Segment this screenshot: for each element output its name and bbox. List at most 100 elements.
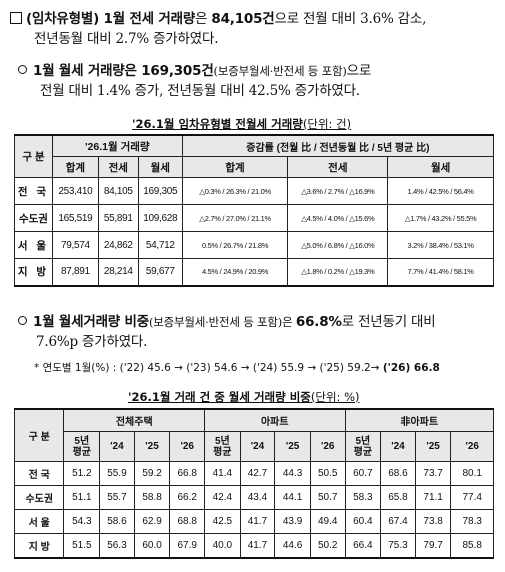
table2-group-all: 전체주택	[63, 408, 206, 432]
cell: 54,712	[137, 231, 183, 259]
table-row: 전 국 51.2 55.9 59.2 66.8 41.4 42.7 44.3 50.5 60.7 6…	[13, 461, 494, 486]
cell: 55.9	[99, 461, 135, 486]
paragraph-wolse-line2: 전월 대비 1.4% 증가, 전년동월 대비 42.5% 증가하였다.	[40, 83, 360, 99]
cell: 3.2% / 38.4% / 53.1%	[387, 231, 494, 259]
cell: 42.7	[239, 461, 276, 486]
cell: 85.8	[450, 533, 494, 558]
paragraph-wolse-share: 1월 월세거래량 비중(보증부월세·반전세 등 포함)은 66.8%로 전년동기…	[18, 313, 436, 331]
cell: 58.6	[99, 509, 135, 534]
cell: 71.1	[414, 485, 452, 510]
cell: 41.7	[239, 509, 276, 534]
cell: 67.9	[169, 533, 206, 558]
row-label: 전 국	[14, 177, 53, 205]
cell: 44.1	[274, 485, 311, 510]
note-bold: ('26) 66.8	[382, 362, 440, 374]
table1-header-region: 구 분	[14, 134, 53, 178]
row-label: 수도권	[13, 485, 65, 510]
cell: 51.5	[63, 533, 101, 558]
cell: 50.5	[309, 461, 346, 486]
table2-year-header: 5년 평균	[63, 431, 101, 462]
table2-year-header: '24	[239, 431, 276, 462]
table2-caption: '26.1월 거래 건 중 월세 거래량 비중(단위: %)	[128, 389, 359, 405]
row-label: 지 방	[14, 258, 53, 286]
square-bullet-icon	[10, 12, 22, 24]
table-row: 수도권 51.1 55.7 58.8 66.2 42.4 43.4 44.1 50.7 58.3 6…	[13, 485, 494, 510]
cell: 4.5% / 24.9% / 20.9%	[181, 258, 289, 286]
wolse-lead: 1월 월세 거래량은 169,305건	[33, 63, 214, 79]
circle-bullet-icon	[18, 316, 27, 325]
cell: 28,214	[97, 258, 139, 286]
paragraph-jeonse-line2: 전년동월 대비 2.7% 증가하였다.	[34, 31, 219, 47]
wolse-tail: 으로	[346, 63, 372, 79]
paragraph-wolse: 1월 월세 거래량은 169,305건(보증부월세·반전세 등 포함)으로	[18, 62, 371, 80]
table-rental-volume: 구 분 '26.1월 거래량 증감률 (전월 比 / 전년동월 比 / 5년 평…	[14, 134, 495, 287]
cell: 59.2	[133, 461, 171, 486]
cell: 42.4	[204, 485, 241, 510]
table2-header-region: 구 분	[13, 408, 65, 462]
table1-sub-total: 합계	[51, 156, 99, 178]
cell: 68.6	[380, 461, 416, 486]
table2-caption-unit: (단위: %)	[310, 390, 360, 404]
row-label: 전 국	[13, 461, 65, 486]
cell: 68.8	[169, 509, 206, 534]
table1-sub-wolse-change: 월세	[387, 156, 494, 178]
table1-caption-unit: (단위: 건)	[302, 117, 352, 131]
table1-header-volume: '26.1월 거래량	[51, 134, 183, 157]
cell: 73.8	[414, 509, 452, 534]
table1-caption: '26.1월 임차유형별 전월세 거래량(단위: 건)	[132, 116, 351, 132]
table2-year-header: '26	[450, 431, 494, 462]
cell: 169,305	[137, 177, 183, 205]
jeonse-value: 84,105건	[211, 11, 275, 27]
jeonse-mid: 은	[195, 11, 212, 27]
cell: △5.0% / 6.8% / △16.0%	[287, 231, 389, 259]
cell: 0.5% / 26.7% / 21.8%	[181, 231, 289, 259]
paragraph-jeonse: (임차유형별) 1월 전세 거래량은 84,105건으로 전월 대비 3.6% …	[10, 10, 426, 28]
cell: 44.3	[274, 461, 311, 486]
share-lead: 1월 월세거래량 비중	[33, 314, 149, 330]
cell: 44.6	[274, 533, 311, 558]
jeonse-tail: 으로 전월 대비 3.6% 감소,	[274, 11, 427, 27]
cell: 62.9	[133, 509, 171, 534]
share-paren: (보증부월세·반전세 등 포함)은	[148, 315, 296, 329]
cell: 60.0	[133, 533, 171, 558]
table1-sub-wolse: 월세	[137, 156, 183, 178]
table2-year-header: '25	[414, 431, 452, 462]
table2-year-header: 5년 평균	[344, 431, 382, 462]
cell: 84,105	[97, 177, 139, 205]
table2-year-header: '26	[309, 431, 346, 462]
table2-year-header: '25	[133, 431, 171, 462]
cell: 51.2	[63, 461, 101, 486]
table2-year-header: '24	[99, 431, 135, 462]
table1-sub-jeonse: 전세	[97, 156, 139, 178]
cell: 65.8	[380, 485, 416, 510]
table-row: 서 울 54.3 58.6 62.9 68.8 42.5 41.7 43.9 49.4 60.4 6…	[13, 509, 494, 534]
table2-year-header: '24	[380, 431, 416, 462]
table2-group-nonapt: 非아파트	[344, 408, 495, 432]
cell: △1.8% / 0.2% / △19.3%	[287, 258, 389, 286]
cell: 66.8	[169, 461, 206, 486]
yearly-note: * 연도별 1월(%) : ('22) 45.6 → ('23) 54.6 → …	[34, 360, 440, 375]
cell: 165,519	[51, 204, 99, 232]
cell: 50.2	[309, 533, 346, 558]
table1-sub-jeonse-change: 전세	[287, 156, 389, 178]
cell: 58.3	[344, 485, 382, 510]
circle-bullet-icon	[18, 65, 27, 74]
cell: 41.7	[239, 533, 276, 558]
table-wolse-share: 구 분 전체주택 아파트 非아파트 5년 평균 '24'25'26 5년 평균 '24'2…	[13, 408, 495, 559]
cell: 50.7	[309, 485, 346, 510]
cell: 24,862	[97, 231, 139, 259]
cell: △4.5% / 4.0% / △15.6%	[287, 204, 389, 232]
cell: 60.7	[344, 461, 382, 486]
wolse-paren: (보증부월세·반전세 등 포함)	[213, 64, 347, 78]
cell: 66.2	[169, 485, 206, 510]
cell: 49.4	[309, 509, 346, 534]
cell: 51.1	[63, 485, 101, 510]
table2-group-apt: 아파트	[204, 408, 346, 432]
cell: 109,628	[137, 204, 183, 232]
cell: 43.9	[274, 509, 311, 534]
table2-year-header: '26	[169, 431, 206, 462]
cell: 55,891	[97, 204, 139, 232]
cell: 60.4	[344, 509, 382, 534]
row-label: 서 울	[14, 231, 53, 259]
cell: 7.7% / 41.4% / 58.1%	[387, 258, 494, 286]
